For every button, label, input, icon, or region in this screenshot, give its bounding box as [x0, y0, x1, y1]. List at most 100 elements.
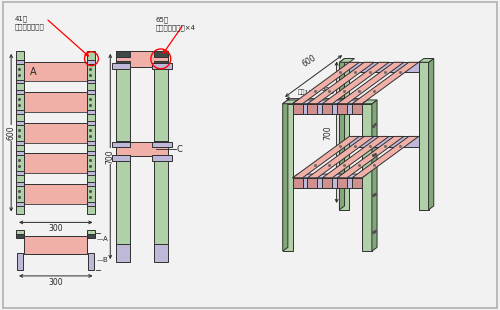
Bar [16, 121, 24, 125]
Polygon shape [308, 62, 374, 104]
Bar [116, 141, 130, 146]
Bar [24, 184, 88, 204]
Bar [16, 60, 24, 64]
Polygon shape [352, 178, 362, 188]
Bar [116, 51, 130, 244]
Bar [88, 60, 96, 64]
Polygon shape [337, 104, 347, 114]
Text: 65㎜
コーススレッド×4: 65㎜ コーススレッド×4 [156, 16, 196, 31]
Polygon shape [282, 100, 298, 104]
Bar [88, 141, 96, 144]
Bar [152, 142, 172, 147]
Polygon shape [362, 100, 377, 104]
Polygon shape [282, 104, 292, 251]
Text: —B: —B [96, 257, 108, 263]
Polygon shape [308, 178, 318, 188]
Bar [16, 182, 24, 186]
Bar [88, 182, 96, 186]
Polygon shape [352, 62, 418, 104]
Bar [116, 142, 168, 156]
Text: 700: 700 [324, 125, 332, 140]
Bar [116, 155, 130, 160]
Bar [88, 121, 96, 125]
Bar [88, 171, 96, 175]
Text: C: C [176, 144, 182, 153]
Bar [154, 51, 168, 244]
Bar [154, 141, 168, 146]
Polygon shape [350, 62, 418, 73]
Bar [16, 202, 24, 206]
Polygon shape [292, 136, 359, 178]
Text: —A: —A [96, 236, 108, 242]
Bar [16, 171, 24, 175]
Polygon shape [337, 178, 347, 188]
Bar [16, 90, 24, 94]
Polygon shape [282, 100, 288, 251]
Bar [24, 92, 88, 112]
Bar [154, 244, 168, 262]
Polygon shape [292, 100, 367, 104]
Polygon shape [428, 59, 434, 210]
Bar [17, 253, 23, 270]
Text: 600: 600 [6, 125, 16, 140]
Bar [16, 51, 24, 215]
Bar [88, 90, 96, 94]
Bar [88, 253, 94, 270]
Polygon shape [350, 136, 418, 147]
Bar [88, 110, 96, 114]
Polygon shape [322, 178, 332, 188]
Polygon shape [308, 104, 318, 114]
Polygon shape [292, 104, 302, 114]
Polygon shape [340, 62, 349, 210]
Text: 600: 600 [301, 54, 318, 69]
Bar [24, 153, 88, 173]
Bar [16, 234, 24, 238]
Bar [112, 155, 130, 161]
Polygon shape [362, 104, 372, 251]
Polygon shape [292, 178, 362, 188]
Text: 700: 700 [106, 149, 115, 164]
Bar [24, 123, 88, 143]
Polygon shape [372, 100, 377, 251]
Bar [88, 202, 96, 206]
Bar [116, 244, 130, 262]
Bar [88, 51, 96, 215]
Polygon shape [352, 104, 362, 114]
Polygon shape [337, 136, 404, 178]
Text: 間隔13: 間隔13 [298, 90, 312, 95]
Polygon shape [337, 62, 404, 104]
Bar [88, 151, 96, 155]
Polygon shape [292, 174, 367, 178]
Bar [24, 236, 88, 254]
Text: 300: 300 [48, 224, 63, 233]
Bar [88, 234, 96, 238]
Bar [16, 141, 24, 144]
Bar [116, 61, 130, 67]
Text: A: A [30, 67, 36, 77]
Bar [16, 151, 24, 155]
Bar [116, 51, 130, 57]
Polygon shape [308, 136, 374, 178]
Bar [16, 110, 24, 114]
Bar [88, 230, 96, 236]
Polygon shape [292, 104, 362, 114]
Polygon shape [352, 136, 418, 178]
Text: 300: 300 [320, 87, 334, 96]
Polygon shape [292, 178, 302, 188]
Bar [152, 63, 172, 69]
Bar [154, 51, 168, 57]
Bar [116, 51, 168, 67]
Bar [88, 80, 96, 83]
Polygon shape [418, 62, 428, 210]
Text: 300: 300 [48, 278, 63, 287]
Polygon shape [340, 59, 344, 210]
Text: 41㎜
コーススレッド: 41㎜ コーススレッド [15, 15, 45, 30]
Polygon shape [292, 62, 359, 104]
Bar [24, 62, 88, 82]
Bar [112, 142, 130, 147]
Bar [16, 230, 24, 236]
Polygon shape [322, 62, 389, 104]
Bar [154, 155, 168, 160]
Bar [112, 63, 130, 69]
Polygon shape [322, 104, 332, 114]
